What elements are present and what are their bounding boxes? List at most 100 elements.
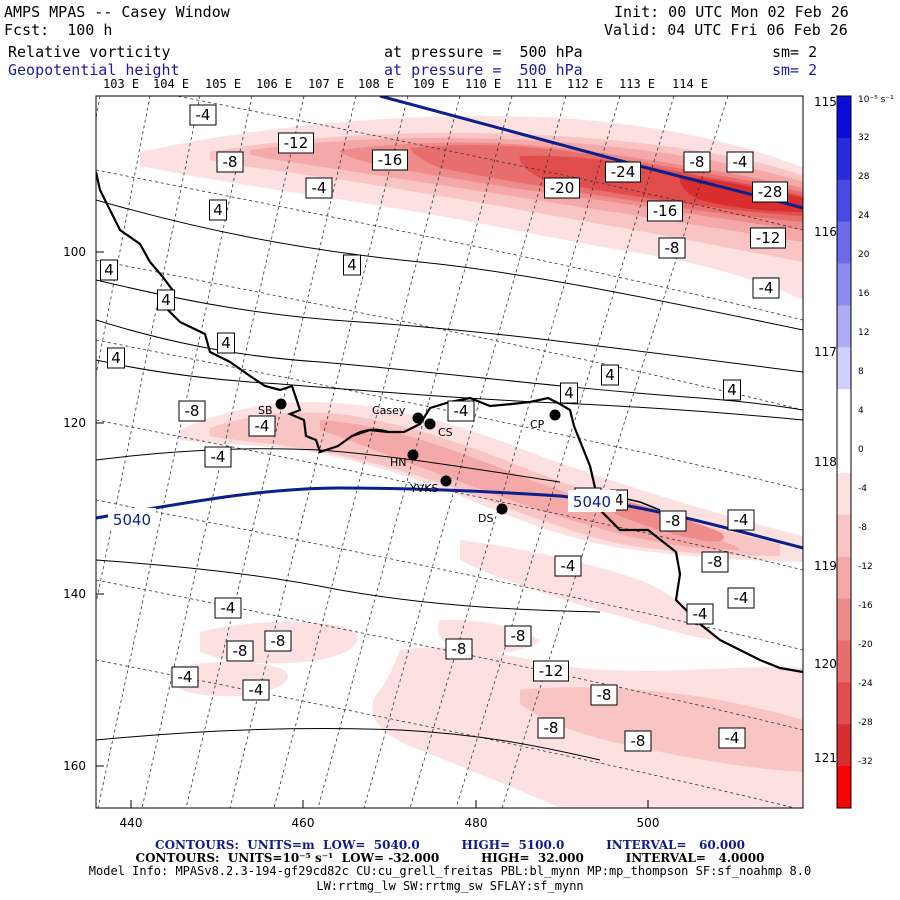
svg-text:4: 4 (111, 349, 121, 367)
station-label: Casey (372, 404, 406, 417)
vort-label: -4 (718, 727, 746, 749)
parallel-line (96, 169, 803, 321)
top-lon-label: 109 E (413, 77, 450, 91)
pos-contour-3 (96, 319, 803, 411)
svg-text:-12: -12 (284, 134, 309, 152)
colorbar-label: 12 (858, 328, 869, 338)
svg-text:-8: -8 (544, 719, 559, 737)
top-lon-label: 110 E (465, 77, 502, 91)
colorbar-swatch (837, 221, 851, 265)
svg-text:-4: -4 (221, 599, 236, 617)
meridian-line (273, 96, 461, 808)
vort-label: -12 (533, 660, 569, 682)
colorbar-swatch (837, 179, 851, 223)
colorbar: 10⁻⁵ s⁻¹ 32 28 24 20 16 12 8 4 0 -4 -8 -12 -16 -20 -24 -… (836, 95, 894, 809)
colorbar-swatch (837, 305, 851, 348)
meridian-line (185, 96, 357, 808)
vort-label: -8 (537, 717, 565, 739)
pos-contour-4 (96, 359, 803, 421)
vort-label: -4 (242, 679, 270, 701)
plot-frame (95, 95, 804, 809)
vort-label: -4 (752, 277, 780, 299)
meridian-line (96, 96, 201, 606)
colorbar-swatch (837, 347, 851, 390)
svg-text:-4: -4 (255, 417, 270, 435)
vort-label: -4 (248, 415, 276, 437)
svg-text:-8: -8 (597, 686, 612, 704)
x-tick-label: 480 (465, 816, 488, 830)
model-info: Model Info: MPASv8.2.3-194-gf29cd82c CU:… (88, 864, 812, 878)
colorbar-swatch (837, 598, 851, 641)
vort-label: -4 (727, 509, 755, 531)
vort-label: -8 (445, 638, 473, 660)
colorbar-swatch (837, 682, 851, 725)
height-labels: 5040 5040 (108, 490, 616, 530)
svg-text:-8: -8 (665, 239, 680, 257)
svg-text:-8: -8 (666, 512, 681, 530)
top-lon-label: 114 E (672, 77, 709, 91)
vort-label: -4 (305, 177, 333, 199)
vort-label: 4 (157, 289, 175, 311)
y-tick-label: 120 (63, 416, 86, 430)
colorbar-swatch (837, 640, 851, 683)
station-label: YVKS (409, 482, 438, 495)
colorbar-swatch (837, 766, 851, 809)
field2-smoothing: sm= 2 (772, 61, 818, 79)
island-outline (351, 428, 391, 437)
height-label: 5040 (113, 511, 151, 529)
colorbar-label: -20 (858, 640, 873, 650)
vort-label: -4 (204, 446, 232, 468)
svg-text:4: 4 (213, 201, 223, 219)
vort-label: 4 (601, 364, 619, 386)
pos-contour-2 (96, 279, 803, 373)
svg-text:-4: -4 (561, 557, 576, 575)
vort-label: -20 (544, 177, 580, 199)
vort-label: -8 (264, 630, 292, 652)
colorbar-label: 0 (858, 445, 864, 455)
meridian-line (96, 96, 151, 377)
top-lon-label: 113 E (619, 77, 656, 91)
svg-text:-8: -8 (271, 632, 286, 650)
vort-label: -4 (726, 151, 754, 173)
svg-text:-4: -4 (733, 153, 748, 171)
svg-text:-28: -28 (758, 183, 783, 201)
colorbar-label: 20 (858, 250, 870, 260)
meridian-line (455, 96, 675, 808)
x-axis: 440 460 480 500 (120, 800, 659, 830)
top-lon-label: 112 E (567, 77, 604, 91)
vort-label: -12 (278, 132, 314, 154)
vort-label: -4 (686, 603, 714, 625)
init-time: Init: 00 UTC Mon 02 Feb 26 (614, 3, 849, 21)
svg-text:4: 4 (104, 261, 114, 279)
svg-text:-24: -24 (611, 163, 636, 181)
top-lon-label: 107 E (308, 77, 345, 91)
vort-label: -4 (727, 587, 755, 609)
vort-label: -8 (226, 640, 254, 662)
colorbar-frame (836, 95, 852, 809)
vort-label: 4 (100, 259, 118, 281)
colorbar-swatch (837, 389, 851, 432)
colorbar-label: 16 (858, 289, 870, 299)
svg-text:-4: -4 (734, 511, 749, 529)
colorbar-label: -12 (858, 562, 873, 572)
vort-label: -8 (658, 237, 686, 259)
y-tick-label: 160 (63, 759, 86, 773)
vort-label: -24 (605, 161, 641, 183)
station-dot (549, 409, 561, 421)
y-tick-label: 140 (63, 587, 86, 601)
pos-contour-6 (96, 559, 601, 613)
svg-text:-8: -8 (233, 642, 248, 660)
svg-text:-12: -12 (756, 229, 781, 247)
meridian-line (96, 96, 101, 121)
station-dot (440, 475, 452, 487)
colorbar-label: -4 (858, 484, 867, 494)
colorbar-swatch (837, 724, 851, 767)
svg-text:4: 4 (727, 381, 737, 399)
colorbar-label: -32 (858, 757, 873, 767)
svg-text:4: 4 (347, 256, 357, 274)
vort-label: -8 (216, 151, 244, 173)
svg-text:-4: -4 (211, 448, 226, 466)
svg-text:-8: -8 (223, 153, 238, 171)
